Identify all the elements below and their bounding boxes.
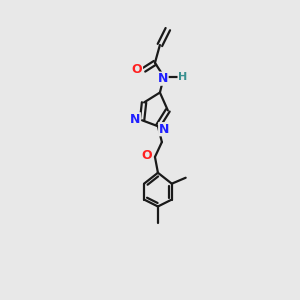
Text: O: O bbox=[132, 63, 142, 76]
Text: N: N bbox=[130, 113, 140, 126]
Text: N: N bbox=[159, 123, 169, 136]
Text: H: H bbox=[178, 72, 187, 82]
Text: N: N bbox=[158, 72, 168, 85]
Text: O: O bbox=[142, 149, 152, 162]
